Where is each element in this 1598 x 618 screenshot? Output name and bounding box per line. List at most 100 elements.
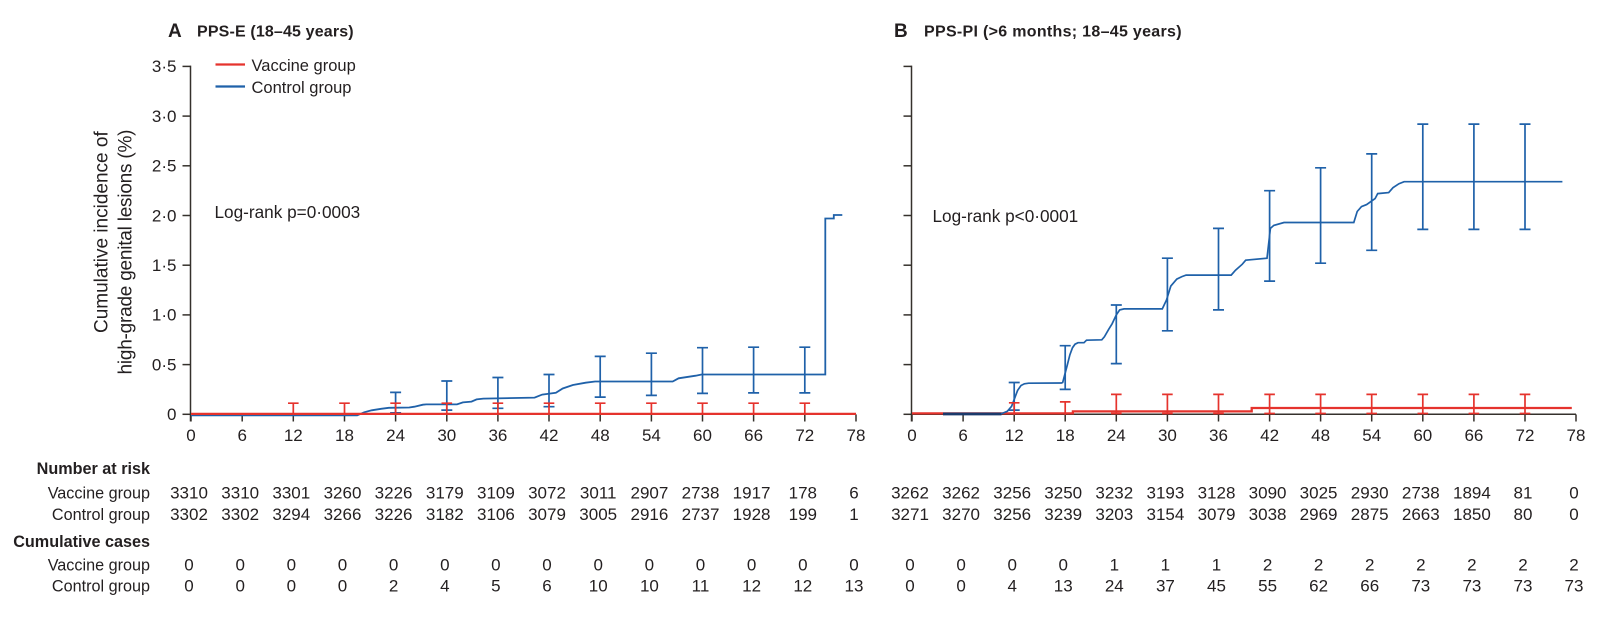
svg-text:30: 30 <box>1158 426 1177 445</box>
svg-text:3154: 3154 <box>1146 505 1184 524</box>
svg-text:18: 18 <box>335 426 354 445</box>
svg-text:2663: 2663 <box>1402 505 1440 524</box>
svg-text:13: 13 <box>845 576 864 595</box>
svg-text:24: 24 <box>1107 426 1126 445</box>
svg-text:5: 5 <box>491 576 500 595</box>
svg-text:3260: 3260 <box>324 483 362 502</box>
svg-text:2930: 2930 <box>1351 483 1389 502</box>
svg-text:2: 2 <box>1518 556 1527 575</box>
svg-text:3302: 3302 <box>170 505 208 524</box>
svg-text:13: 13 <box>1054 576 1073 595</box>
svg-text:80: 80 <box>1514 505 1533 524</box>
svg-text:2916: 2916 <box>630 505 668 524</box>
svg-text:Cumulative cases: Cumulative cases <box>13 533 150 551</box>
svg-text:60: 60 <box>693 426 712 445</box>
svg-text:0: 0 <box>956 556 965 575</box>
svg-text:3182: 3182 <box>426 505 464 524</box>
svg-text:0: 0 <box>235 556 244 575</box>
svg-text:66: 66 <box>1464 426 1483 445</box>
svg-text:3239: 3239 <box>1044 505 1082 524</box>
svg-text:Vaccine group: Vaccine group <box>252 57 356 75</box>
svg-text:0: 0 <box>849 556 858 575</box>
svg-text:66: 66 <box>744 426 763 445</box>
svg-text:3·0: 3·0 <box>152 107 177 126</box>
svg-text:3038: 3038 <box>1249 505 1287 524</box>
svg-text:Vaccine group: Vaccine group <box>48 484 150 502</box>
svg-text:0: 0 <box>1569 505 1578 524</box>
svg-text:3106: 3106 <box>477 505 515 524</box>
svg-text:36: 36 <box>1209 426 1228 445</box>
svg-text:3262: 3262 <box>891 483 929 502</box>
svg-text:0: 0 <box>905 576 914 595</box>
svg-text:0: 0 <box>956 576 965 595</box>
svg-text:1928: 1928 <box>733 505 771 524</box>
svg-text:10: 10 <box>640 576 659 595</box>
svg-text:1894: 1894 <box>1453 483 1491 502</box>
svg-text:0: 0 <box>184 576 193 595</box>
svg-text:0: 0 <box>747 556 756 575</box>
svg-text:0: 0 <box>491 556 500 575</box>
svg-text:PPS-E (18–45 years): PPS-E (18–45 years) <box>197 24 354 41</box>
svg-text:2·5: 2·5 <box>152 157 177 176</box>
svg-text:high-grade genital lesions (%): high-grade genital lesions (%) <box>116 130 137 375</box>
svg-text:0: 0 <box>798 556 807 575</box>
svg-text:2·0: 2·0 <box>152 206 177 225</box>
svg-text:2875: 2875 <box>1351 505 1389 524</box>
svg-text:1917: 1917 <box>733 483 771 502</box>
svg-text:3179: 3179 <box>426 483 464 502</box>
svg-text:37: 37 <box>1156 576 1175 595</box>
svg-text:3301: 3301 <box>272 483 310 502</box>
svg-text:3072: 3072 <box>528 483 566 502</box>
svg-text:0: 0 <box>167 405 176 424</box>
svg-text:3294: 3294 <box>272 505 310 524</box>
svg-text:199: 199 <box>789 505 817 524</box>
svg-text:3232: 3232 <box>1095 483 1133 502</box>
svg-text:4: 4 <box>440 576 449 595</box>
svg-text:3310: 3310 <box>170 483 208 502</box>
svg-text:2907: 2907 <box>630 483 668 502</box>
svg-text:36: 36 <box>488 426 507 445</box>
svg-text:1: 1 <box>1212 556 1221 575</box>
svg-text:3005: 3005 <box>579 505 617 524</box>
svg-text:72: 72 <box>795 426 814 445</box>
svg-text:12: 12 <box>1005 426 1024 445</box>
svg-text:A: A <box>168 21 182 42</box>
svg-text:24: 24 <box>386 426 405 445</box>
svg-text:73: 73 <box>1411 576 1430 595</box>
svg-text:3256: 3256 <box>993 505 1031 524</box>
svg-text:3250: 3250 <box>1044 483 1082 502</box>
svg-text:66: 66 <box>1360 576 1379 595</box>
svg-text:2: 2 <box>389 576 398 595</box>
svg-text:11: 11 <box>692 576 710 595</box>
svg-text:6: 6 <box>237 426 246 445</box>
svg-text:178: 178 <box>789 483 817 502</box>
svg-text:3025: 3025 <box>1300 483 1338 502</box>
svg-text:78: 78 <box>847 426 866 445</box>
svg-text:30: 30 <box>437 426 456 445</box>
svg-text:1·0: 1·0 <box>152 306 177 325</box>
svg-text:0: 0 <box>287 556 296 575</box>
svg-text:Control group: Control group <box>52 577 150 595</box>
svg-text:0: 0 <box>235 576 244 595</box>
svg-text:3128: 3128 <box>1198 483 1236 502</box>
svg-text:3266: 3266 <box>324 505 362 524</box>
svg-text:3270: 3270 <box>942 505 980 524</box>
svg-text:B: B <box>894 21 908 42</box>
svg-text:2: 2 <box>1263 556 1272 575</box>
svg-text:12: 12 <box>742 576 761 595</box>
svg-text:6: 6 <box>542 576 551 595</box>
svg-text:3011: 3011 <box>580 483 617 502</box>
svg-text:42: 42 <box>540 426 559 445</box>
svg-text:0: 0 <box>696 556 705 575</box>
svg-text:3193: 3193 <box>1146 483 1184 502</box>
svg-text:73: 73 <box>1462 576 1481 595</box>
svg-text:3109: 3109 <box>477 483 515 502</box>
svg-text:0: 0 <box>440 556 449 575</box>
svg-text:1: 1 <box>1110 556 1119 575</box>
svg-text:73: 73 <box>1514 576 1533 595</box>
svg-text:0: 0 <box>645 556 654 575</box>
svg-text:81: 81 <box>1514 483 1533 502</box>
svg-text:2: 2 <box>1416 556 1425 575</box>
svg-text:2: 2 <box>1365 556 1374 575</box>
svg-text:0: 0 <box>593 556 602 575</box>
